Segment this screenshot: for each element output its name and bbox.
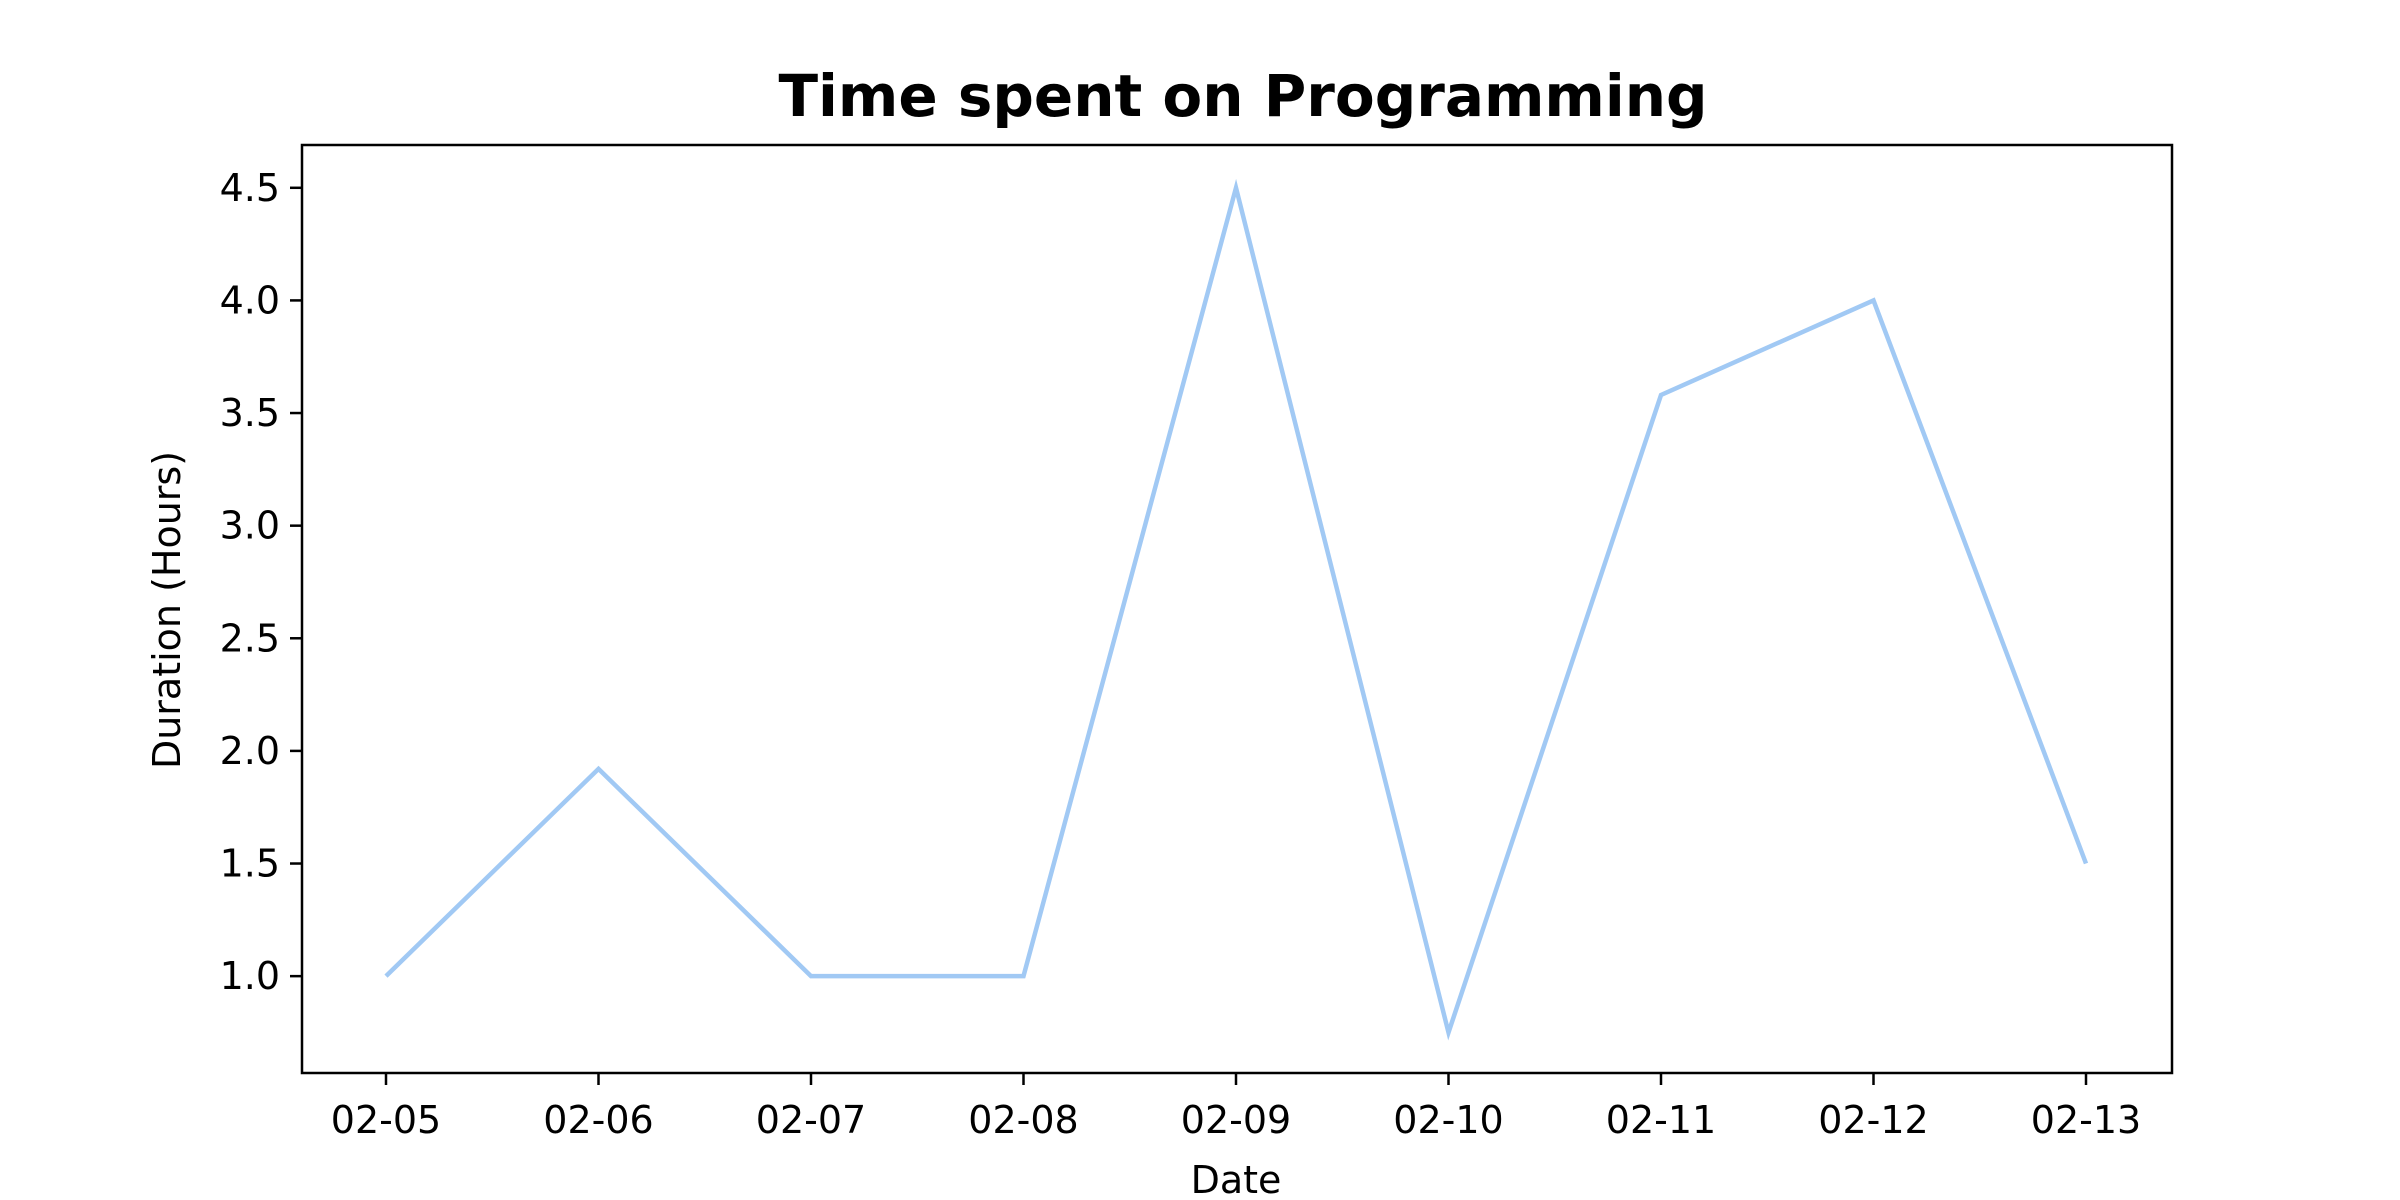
plot-frame [300, 143, 2174, 1075]
y-axis-label: Duration (Hours) [145, 451, 189, 769]
y-tick-label: 1.0 [220, 954, 280, 998]
y-tick-label: 4.5 [220, 166, 280, 210]
x-tick-label: 02-11 [1606, 1098, 1716, 1142]
x-tick-label: 02-08 [968, 1098, 1078, 1142]
x-axis: 02-05 02-06 02-07 02-08 02-09 02-10 02-11 02-12… [331, 1073, 2141, 1142]
series-line-0 [384, 178, 2089, 1041]
x-tick-label: 02-07 [756, 1098, 866, 1142]
y-tick-label: 2.5 [220, 616, 280, 660]
y-tick-label: 2.0 [220, 729, 280, 773]
x-tick-label: 02-06 [543, 1098, 653, 1142]
series-layer [384, 178, 2089, 1041]
y-tick-label: 1.5 [220, 842, 280, 886]
x-tick-label: 02-09 [1181, 1098, 1291, 1142]
plot-area [300, 143, 2174, 1075]
y-tick-label: 3.0 [220, 504, 280, 548]
x-tick-label: 02-10 [1393, 1098, 1503, 1142]
chart-title: Time spent on Programming [778, 62, 1707, 130]
y-axis: 1.0 1.5 2.0 2.5 3.0 3.5 4.0 4.5 [220, 166, 302, 998]
y-tick-label: 3.5 [220, 391, 280, 435]
y-tick-label: 4.0 [220, 278, 280, 322]
x-tick-label: 02-12 [1818, 1098, 1928, 1142]
x-axis-label: Date [1191, 1158, 1282, 1200]
x-tick-label: 02-05 [331, 1098, 441, 1142]
x-tick-label: 02-13 [2031, 1098, 2141, 1142]
